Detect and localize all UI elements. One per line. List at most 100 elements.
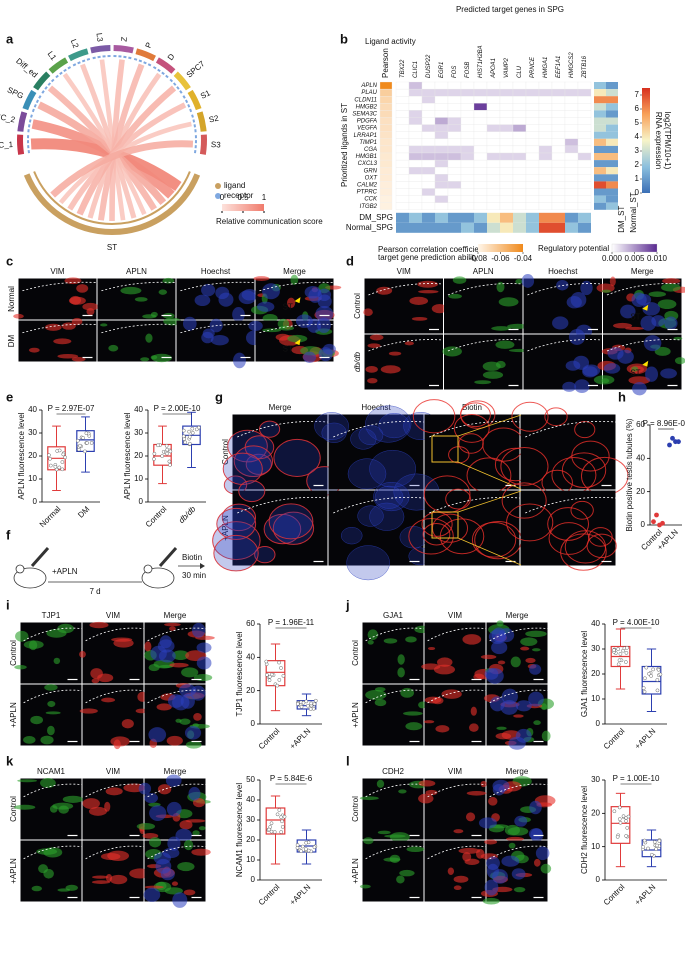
signal [188,786,201,801]
y-tick-label: 20 [246,686,255,695]
cell [447,152,462,161]
cell [447,110,462,118]
signal [525,657,536,664]
cell [473,195,488,203]
jitter-dot [78,443,82,448]
signal [166,735,183,746]
colorbar-tick-label: 0 [635,188,640,197]
cell [551,159,566,168]
cell [395,174,410,182]
tubule [458,433,484,454]
signal [142,314,157,319]
signal [257,301,275,312]
cell [421,103,436,111]
signal [453,829,464,834]
cell [551,103,566,111]
cell [512,181,527,189]
cell [422,212,435,223]
signal [436,657,453,667]
signal [565,360,581,371]
cell [421,138,436,147]
cell [473,103,488,111]
signal [144,641,152,652]
signal [389,854,401,864]
tubule-boundary [527,339,603,352]
cell [408,195,423,203]
signal [643,335,662,352]
tubule-boundary [429,497,520,514]
signal [53,338,72,345]
cell [538,124,553,132]
signal [484,839,498,845]
jitter-dot [626,814,631,819]
cell [486,88,501,97]
cell [577,159,592,168]
signal [496,281,505,293]
signal [105,787,123,796]
signal [376,779,385,788]
jitter-dot [641,845,645,849]
cell [395,81,410,90]
signal [418,289,439,294]
signal [15,630,29,642]
cell [526,212,539,223]
signal [631,366,639,372]
cell [577,174,592,182]
panel-label: f [6,527,11,542]
cell [379,188,393,196]
signal [532,648,541,652]
cell [525,110,540,118]
jitter-dot [621,814,626,818]
colorbar-tick-label: 1 [262,193,267,202]
signal [470,706,477,716]
cell [577,96,592,104]
cell [487,222,500,233]
cell [473,152,488,161]
cell [577,145,592,154]
signal [417,280,439,288]
signal [53,657,61,665]
cell [395,195,410,203]
cell [577,131,592,139]
signal [76,284,89,293]
y-tick-label: 20 [591,808,600,817]
signal [507,323,529,329]
signal [384,834,406,838]
cell [606,167,618,175]
tubule-boundary [23,627,82,642]
cell [606,174,618,182]
cell [473,145,488,154]
panel-label: b [340,31,348,46]
signal [158,649,176,663]
signal [100,323,108,327]
y-tick-label: 10 [591,694,600,703]
cell [512,88,527,97]
signal [165,774,182,787]
column-label: Merge [283,267,306,276]
signal [376,286,393,295]
tubule [560,533,607,571]
jitter-dot [48,456,52,461]
column-label: Pearson [381,48,390,78]
tubule [357,505,384,527]
cell [395,159,410,168]
signal [359,884,371,889]
cell [525,159,540,168]
sector-label: SPC7 [185,59,207,80]
cell [512,188,527,196]
cell [434,103,449,111]
column-label: VAMP2 [504,57,510,78]
cell [512,138,527,147]
row-label: +APLN [221,515,230,541]
tubule [561,452,607,489]
cell [525,88,540,97]
tubule-boundary [85,783,144,798]
cell [538,117,553,125]
signal [431,696,444,705]
cell [594,103,606,111]
signal [498,297,519,307]
signal [192,798,206,808]
jitter-dot [313,698,318,703]
signal [303,351,317,363]
jitter-dot [183,440,187,445]
